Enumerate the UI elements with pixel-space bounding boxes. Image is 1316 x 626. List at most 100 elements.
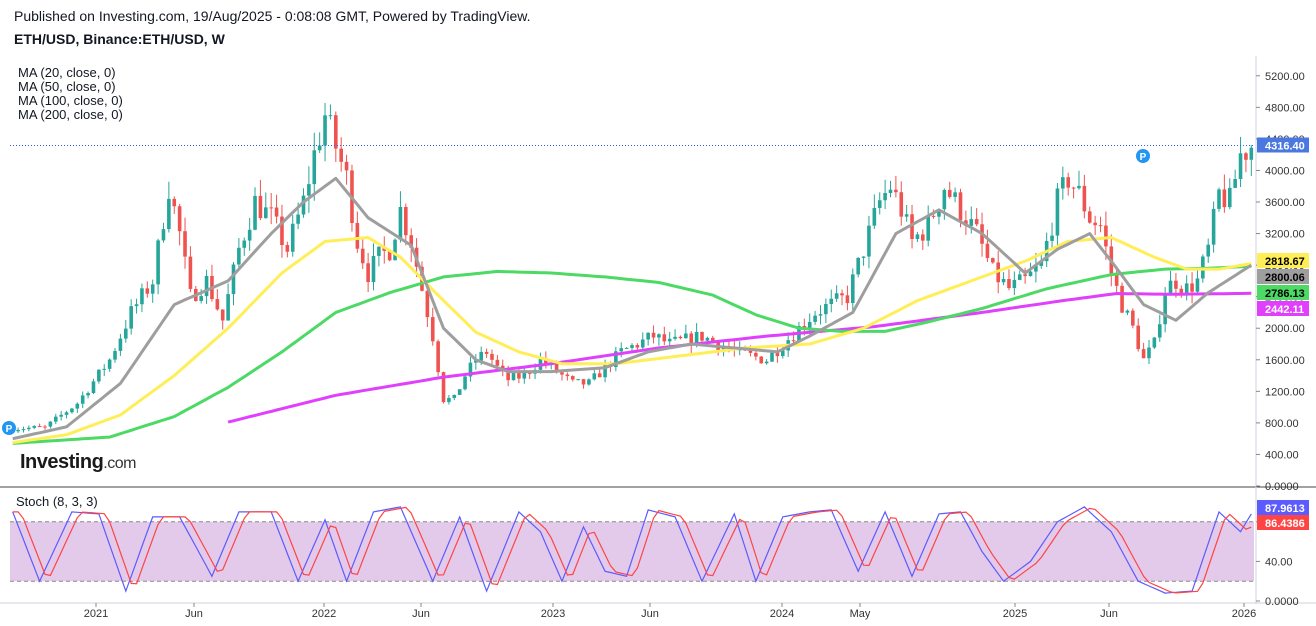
stoch-tick-label: 0.0000 xyxy=(1265,596,1299,608)
candle-body xyxy=(1238,153,1243,179)
candle-body xyxy=(915,234,920,239)
candle-body xyxy=(1174,280,1178,289)
candle-body xyxy=(1087,211,1092,223)
candle-body xyxy=(70,408,74,413)
candle-body xyxy=(678,336,683,339)
candle-body xyxy=(1195,278,1200,292)
candle-body xyxy=(323,115,327,146)
candle-body xyxy=(360,248,365,264)
candle-body xyxy=(43,426,47,428)
candle-body xyxy=(1131,310,1135,326)
ma50-line xyxy=(12,236,1252,445)
candle-body xyxy=(334,115,338,149)
candle-body xyxy=(500,365,505,370)
candle-body xyxy=(317,145,322,151)
candle-body xyxy=(172,198,177,207)
candle-body xyxy=(931,215,936,217)
price-tick-label: 800.00 xyxy=(1265,418,1299,430)
price-tick-label: 400.00 xyxy=(1265,449,1299,461)
candle-body xyxy=(1007,278,1011,289)
candle-body xyxy=(21,429,26,431)
candle-body xyxy=(850,274,855,304)
candle-body xyxy=(705,337,710,341)
candle-body xyxy=(969,219,974,226)
ma100-line xyxy=(12,264,1252,445)
candle-body xyxy=(490,353,494,360)
candle-body xyxy=(371,255,376,283)
candle-body xyxy=(484,351,489,354)
ma200-line xyxy=(227,291,1252,424)
candle-body xyxy=(1249,147,1254,160)
stoch-band xyxy=(10,521,1254,582)
ma50-legend-item[interactable]: MA (50, close, 0) xyxy=(18,79,116,94)
candle-body xyxy=(1023,274,1027,277)
candle-body xyxy=(204,275,209,297)
stoch-legend[interactable]: Stoch (8, 3, 3) xyxy=(16,494,98,509)
candle-body xyxy=(544,358,548,365)
ma200-legend-item[interactable]: MA (200, close, 0) xyxy=(18,107,123,122)
candle-body xyxy=(1152,337,1157,348)
candle-body xyxy=(215,299,220,310)
candle-body xyxy=(937,209,941,217)
candle-body xyxy=(436,341,440,373)
symbol-title: ETH/USD, Binance:ETH/USD, W xyxy=(14,31,225,47)
candle-body xyxy=(894,189,898,193)
price-tick-label: 4800.00 xyxy=(1265,102,1305,114)
candle-body xyxy=(161,229,166,241)
time-tick-label: Jun xyxy=(412,608,430,620)
candle-body xyxy=(807,321,812,329)
candle-body xyxy=(818,314,823,316)
candle-body xyxy=(1114,273,1119,286)
price-tick-label: 3600.00 xyxy=(1265,197,1305,209)
candle-body xyxy=(883,192,887,201)
candle-body xyxy=(1184,283,1189,294)
stoch-d-value-label-box xyxy=(1257,515,1309,530)
candle-body xyxy=(576,379,580,381)
ma200-value-label: 2442.11 xyxy=(1265,304,1304,316)
candle-body xyxy=(759,356,764,364)
candle-body xyxy=(183,231,187,257)
candle-body xyxy=(1055,188,1060,236)
price-tick-label: 3200.00 xyxy=(1265,229,1305,241)
price-tick-label: 1200.00 xyxy=(1265,386,1305,398)
candle-body xyxy=(592,373,597,380)
candle-body xyxy=(667,338,672,342)
candle-body xyxy=(877,200,882,208)
candle-body xyxy=(1093,222,1097,226)
candle-body xyxy=(463,376,467,390)
candle-body xyxy=(140,288,144,305)
ma20-legend-item[interactable]: MA (20, close, 0) xyxy=(18,65,116,80)
candle-body xyxy=(899,192,904,217)
candle-body xyxy=(425,290,430,318)
candle-body xyxy=(974,219,979,225)
candle-body xyxy=(1050,235,1054,241)
candle-body xyxy=(684,333,688,339)
candle-body xyxy=(721,347,726,351)
candle-body xyxy=(226,294,230,321)
ma100-legend-item[interactable]: MA (100, close, 0) xyxy=(18,93,123,108)
candles xyxy=(10,102,1254,434)
candle-body xyxy=(231,264,236,295)
candle-body xyxy=(355,222,360,249)
candle-body xyxy=(947,189,952,197)
candle-body xyxy=(910,214,914,239)
ma100-value-label-box xyxy=(1257,285,1309,300)
candle-body xyxy=(285,245,290,252)
candle-body xyxy=(985,243,990,259)
candle-body xyxy=(296,214,300,224)
candle-body xyxy=(888,189,893,193)
candle-body xyxy=(764,361,769,364)
ma20-line xyxy=(12,176,1253,441)
candle-body xyxy=(840,293,844,296)
candle-body xyxy=(1077,185,1081,189)
candle-body xyxy=(1244,153,1248,160)
candle-body xyxy=(253,195,257,230)
candle-body xyxy=(474,360,478,363)
price-tick-label: 1600.00 xyxy=(1265,355,1305,367)
candle-body xyxy=(813,315,817,322)
candle-body xyxy=(700,331,704,341)
candle-body xyxy=(689,333,694,345)
candle-body xyxy=(603,363,607,378)
time-tick-label: 2023 xyxy=(541,608,565,620)
